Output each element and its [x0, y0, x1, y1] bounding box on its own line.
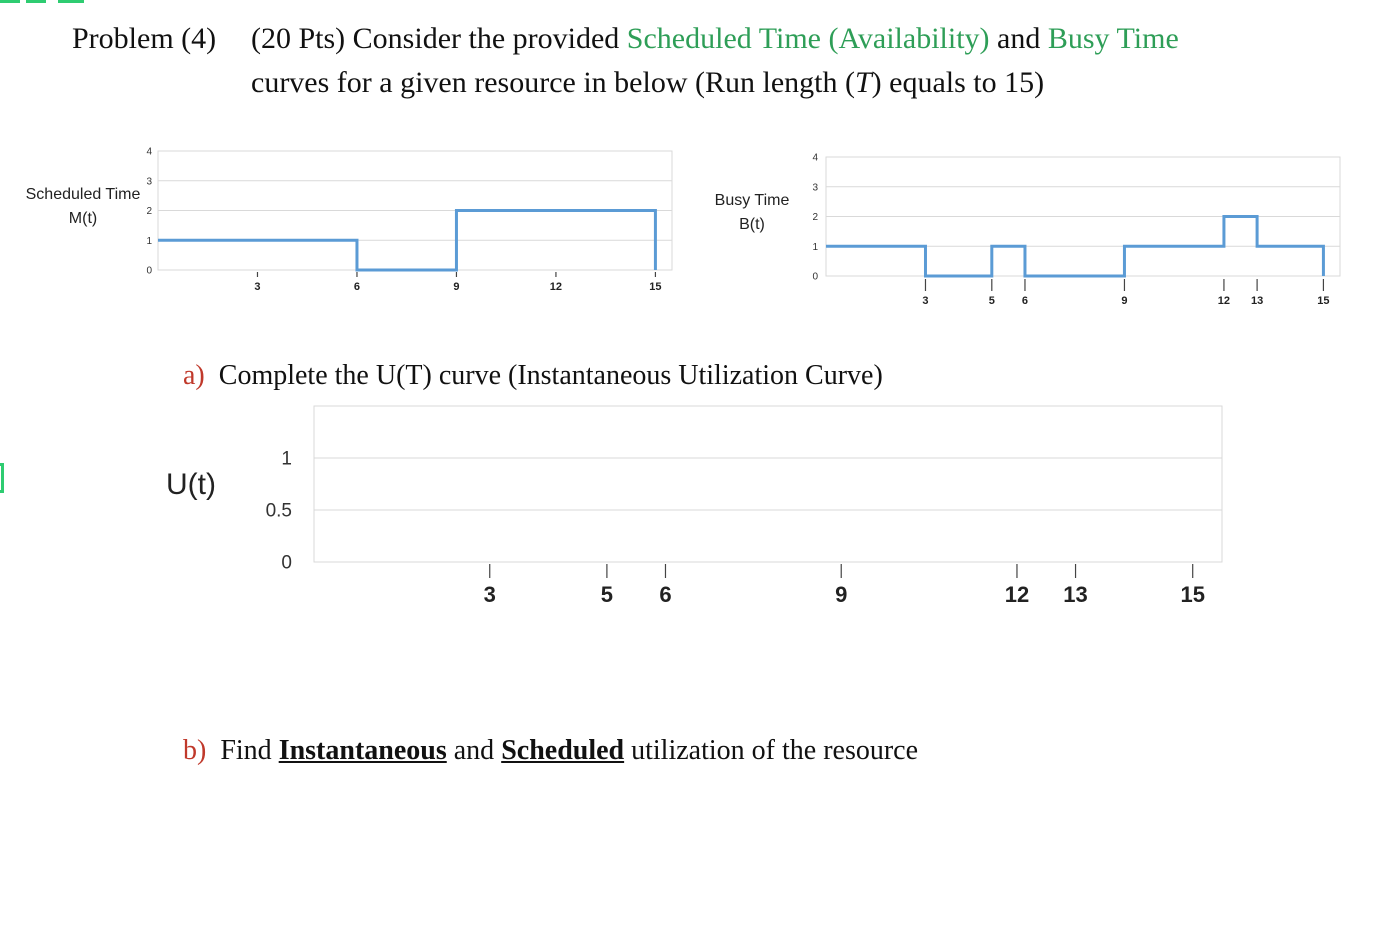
y-tick-label: 0.5	[266, 501, 292, 522]
x-tick-label: 5	[601, 582, 613, 607]
busy-term: Busy Time	[1047, 22, 1179, 55]
scheduled-util-term: Scheduled	[501, 735, 625, 766]
line2-text: curves for a given resource in below (Ru…	[251, 66, 855, 99]
x-tick-label: 6	[659, 582, 671, 607]
x-tick-label: 9	[835, 582, 847, 607]
series-line-bt	[826, 215, 1325, 278]
x-tick-label: 15	[649, 281, 661, 293]
problem-line-2: curves for a given resource in below (Ru…	[251, 66, 1044, 100]
x-tick-label: 13	[1251, 295, 1263, 307]
x-tick-label: 12	[1218, 295, 1230, 307]
y-tick-label: 3	[146, 176, 152, 187]
x-tick-label: 6	[1022, 295, 1028, 307]
intro-text: (20 Pts) Consider the provided	[251, 22, 627, 55]
scheduled-ylabel-line1: Scheduled Time	[25, 186, 141, 203]
part-a-letter: a)	[183, 360, 205, 391]
line2-suffix: ) equals to 15)	[871, 66, 1045, 99]
x-tick-label: 3	[254, 281, 260, 293]
x-tick-label: 5	[989, 295, 995, 307]
y-tick-label: 0	[812, 272, 818, 283]
utilization-chart[interactable]: 00.513 5 6 9 12 13 15	[250, 392, 1240, 632]
y-tick-label: 0	[146, 266, 152, 277]
scheduled-ylabel-line2: M(t)	[68, 210, 98, 227]
scheduled-ylabel: Scheduled Time	[18, 186, 148, 204]
run-variable: T	[854, 66, 872, 99]
part-a: a) Complete the U(T) curve (Instantaneou…	[183, 360, 883, 392]
x-tick-label: 6	[354, 281, 360, 293]
busy-ylabel-line1: Busy Time	[714, 192, 790, 209]
y-tick-label: 1	[146, 236, 152, 247]
top-decoration	[0, 0, 84, 4]
part-a-text: Complete the U(T) curve (Instantaneous U…	[218, 360, 883, 391]
scheduled-term: Scheduled Time (Availability)	[626, 22, 990, 55]
y-tick-label: 4	[812, 153, 818, 164]
series-line-mt	[158, 209, 657, 272]
y-tick-label: 0	[281, 553, 292, 574]
ut-ylabel: U(t)	[166, 468, 216, 501]
part-b: b) Find Instantaneous and Scheduled util…	[183, 735, 918, 767]
x-tick-label: 9	[1121, 295, 1127, 307]
part-b-rest: utilization of the resource	[624, 735, 919, 766]
problem-label: Problem (4)	[72, 22, 217, 55]
plot-area	[313, 405, 1223, 563]
x-tick-label: 12	[550, 281, 562, 293]
x-tick-label: 9	[453, 281, 459, 293]
x-tick-label: 12	[1005, 582, 1029, 607]
busy-ylabel-line2: B(t)	[739, 216, 765, 233]
and-word: and	[989, 22, 1048, 55]
margin-marker	[0, 463, 4, 493]
y-tick-label: 2	[812, 212, 818, 223]
y-tick-label: 4	[146, 147, 152, 158]
y-tick-label: 3	[812, 182, 818, 193]
x-tick-label: 15	[1180, 582, 1204, 607]
part-b-and: and	[446, 735, 502, 766]
part-b-letter: b)	[183, 735, 207, 766]
problem-line-1: (20 Pts) Consider the provided Scheduled…	[251, 22, 1179, 56]
x-tick-label: 3	[922, 295, 928, 307]
x-tick-label: 15	[1317, 295, 1329, 307]
part-b-find: Find	[220, 735, 279, 766]
y-tick-label: 2	[146, 206, 152, 217]
x-tick-label: 13	[1063, 582, 1087, 607]
y-tick-label: 1	[812, 242, 818, 253]
y-tick-label: 1	[281, 449, 292, 470]
instantaneous-term: Instantaneous	[278, 735, 447, 766]
x-tick-label: 3	[484, 582, 496, 607]
